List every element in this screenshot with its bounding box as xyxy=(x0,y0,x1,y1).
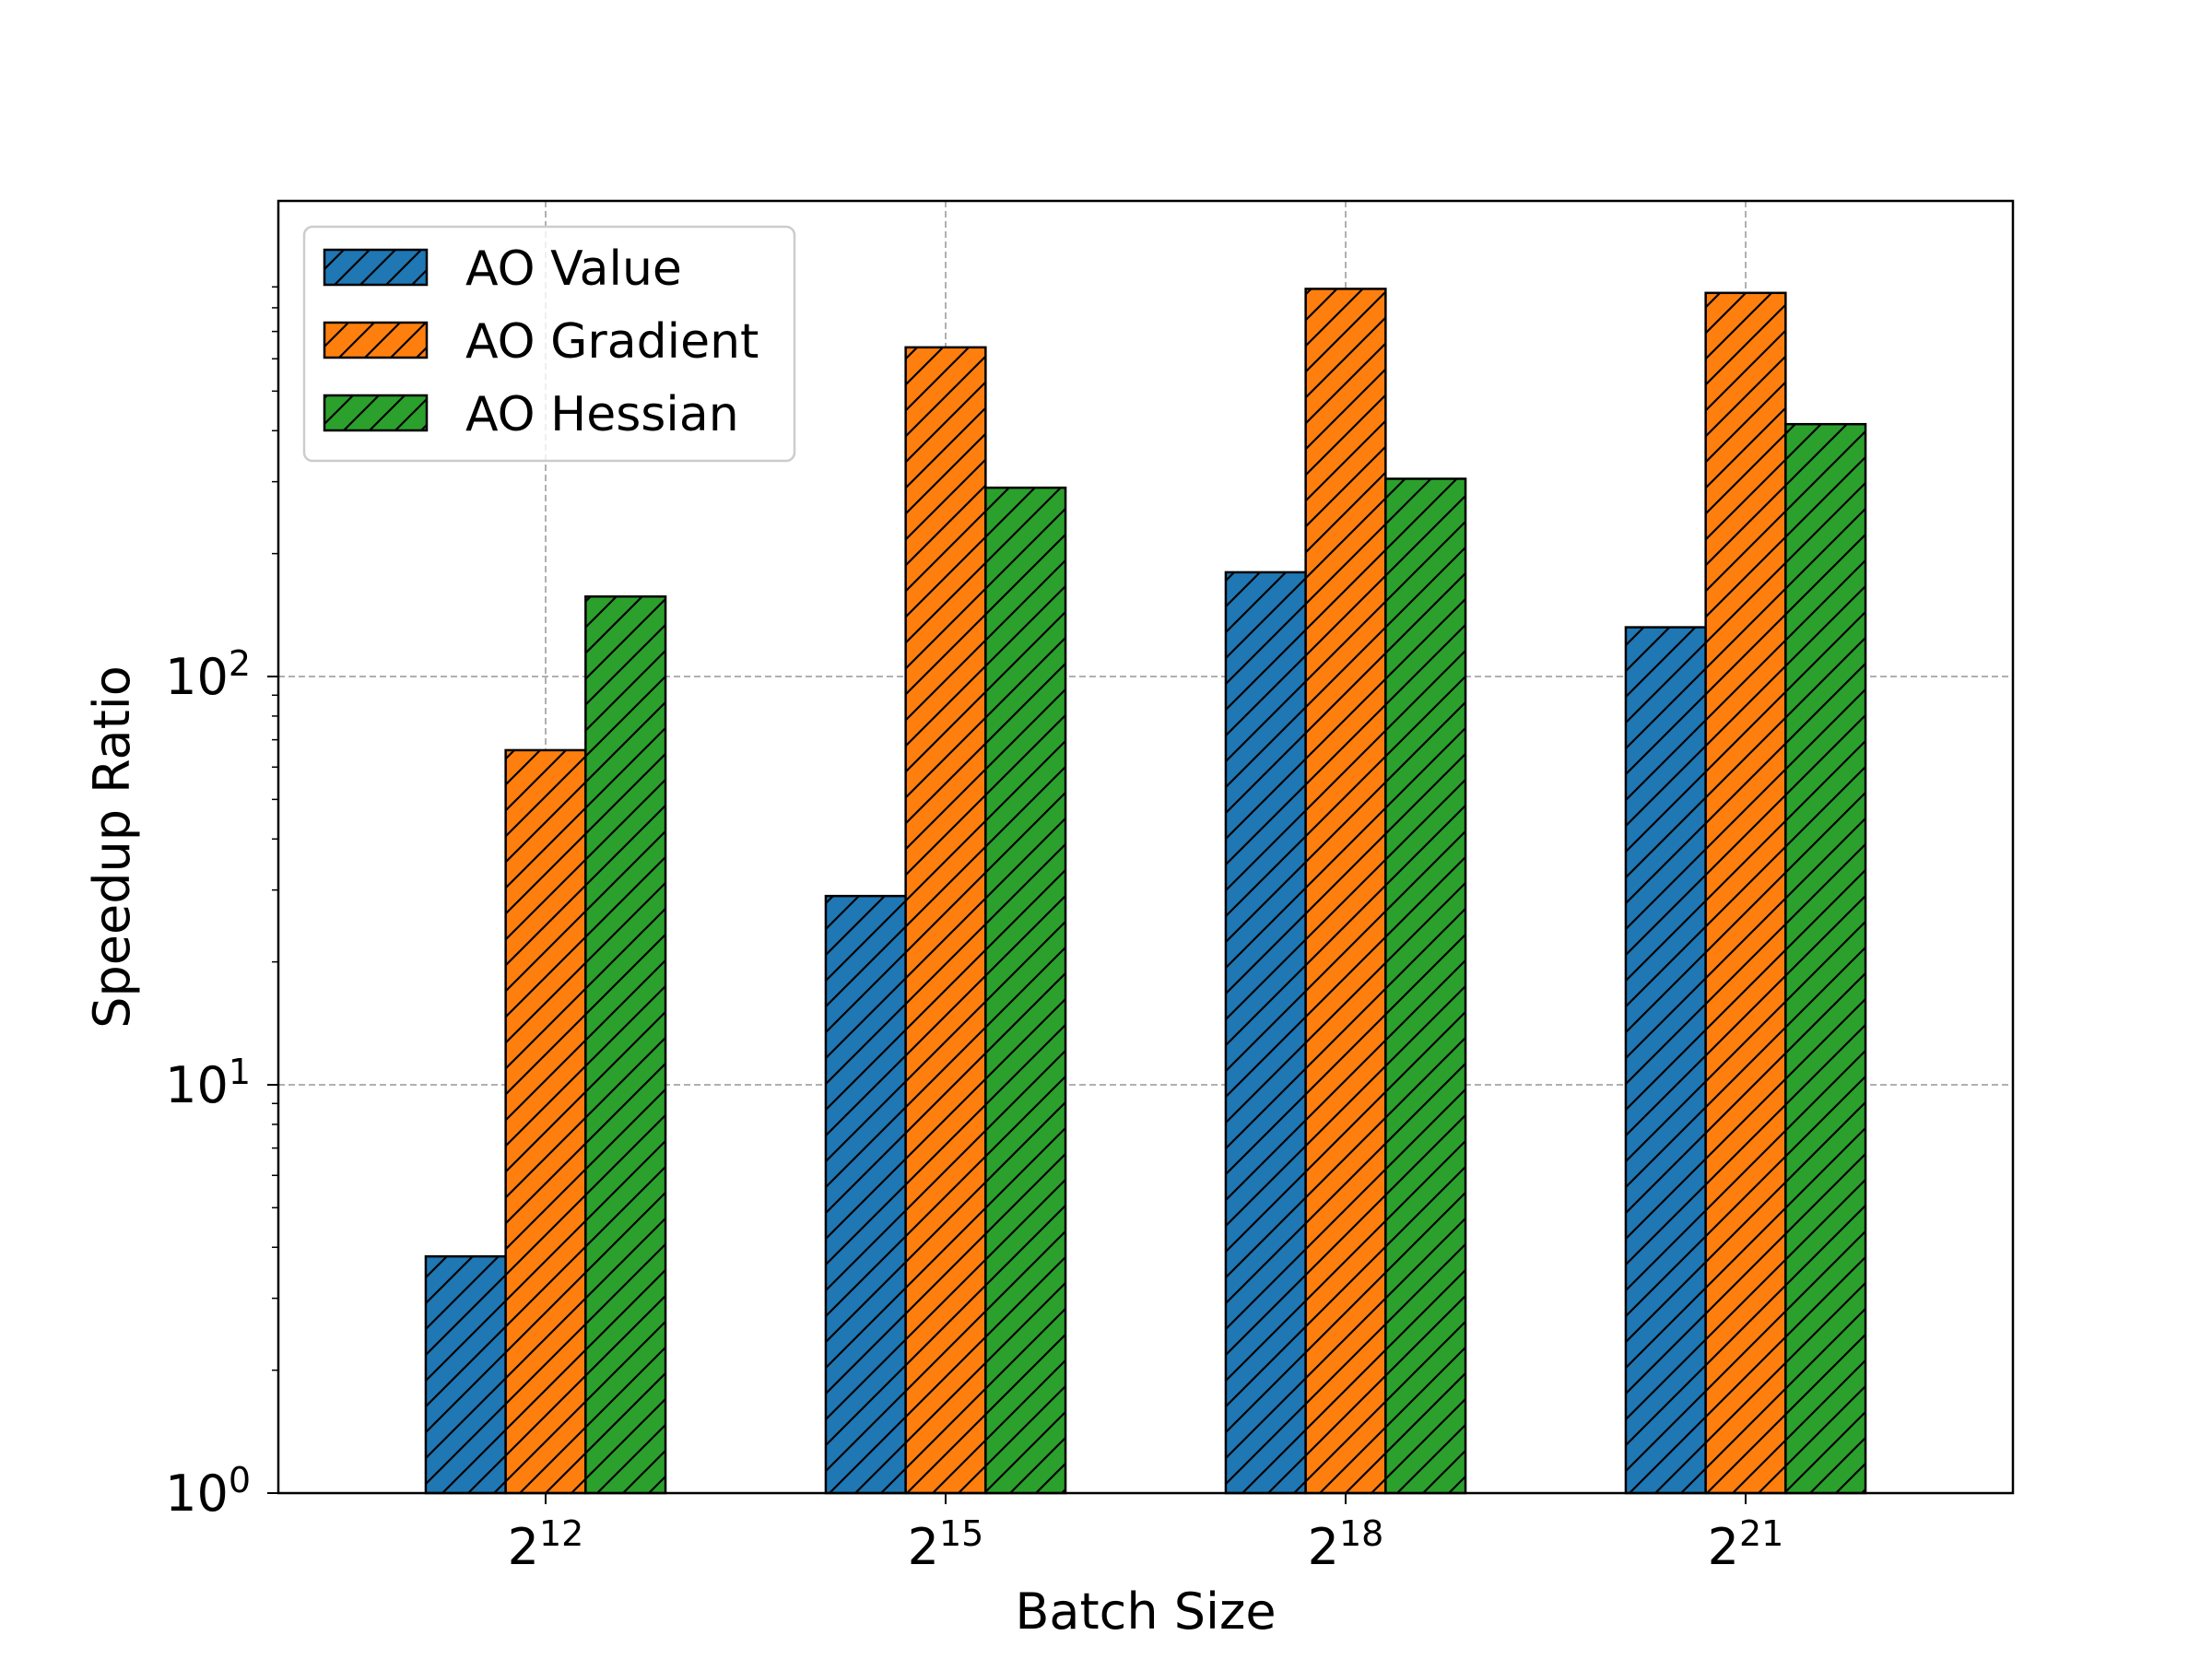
bar xyxy=(1384,477,1467,1495)
bar-hatch xyxy=(584,594,667,1495)
y-axis-label: Speedup Ratio xyxy=(83,665,141,1029)
bar-hatch xyxy=(824,894,907,1495)
bar-hatch xyxy=(504,748,587,1495)
bar xyxy=(504,748,587,1495)
bar-hatch xyxy=(1304,288,1387,1495)
x-axis-label: Batch Size xyxy=(1015,1583,1276,1641)
bar xyxy=(904,346,987,1495)
bar xyxy=(1224,571,1307,1495)
y-tick-label: 101 xyxy=(165,1052,251,1114)
y-tick-label: 100 xyxy=(165,1460,251,1523)
bar xyxy=(1304,288,1387,1495)
bar-hatch xyxy=(1224,571,1307,1495)
bar-hatch xyxy=(1384,477,1467,1495)
legend-swatch-hatch xyxy=(323,321,429,359)
legend-item: AO Value xyxy=(323,241,682,297)
legend-swatch-hatch xyxy=(323,248,429,287)
legend-item: AO Hessian xyxy=(323,387,739,442)
x-tick-label: 221 xyxy=(1708,1513,1784,1576)
x-tick-label: 215 xyxy=(908,1513,984,1576)
legend-label: AO Gradient xyxy=(465,314,759,370)
bar xyxy=(1624,626,1707,1495)
bars xyxy=(424,288,1867,1495)
bar xyxy=(584,594,667,1495)
y-tick-label: 102 xyxy=(165,643,251,706)
legend-label: AO Value xyxy=(465,241,682,297)
legend-swatch-hatch xyxy=(323,394,429,432)
bar-hatch xyxy=(1784,422,1867,1495)
bar xyxy=(1704,291,1787,1495)
bar-hatch xyxy=(984,486,1067,1495)
bar-hatch xyxy=(1704,291,1787,1495)
bar xyxy=(824,894,907,1495)
plot-frame xyxy=(276,199,2015,1495)
legend: AO Value AO Gradient AO Hessian xyxy=(302,225,796,463)
bar-hatch xyxy=(424,1254,507,1495)
bar-hatch xyxy=(904,346,987,1495)
bar xyxy=(984,486,1067,1495)
bar-hatch xyxy=(1624,626,1707,1495)
axis-ticks: 212 215 218 221 100 101 102 xyxy=(165,286,1784,1576)
legend-item: AO Gradient xyxy=(323,314,759,370)
bar xyxy=(424,1254,507,1495)
x-tick-label: 212 xyxy=(508,1513,584,1576)
x-tick-label: 218 xyxy=(1308,1513,1384,1576)
legend-label: AO Hessian xyxy=(465,387,739,442)
bar xyxy=(1784,422,1867,1495)
